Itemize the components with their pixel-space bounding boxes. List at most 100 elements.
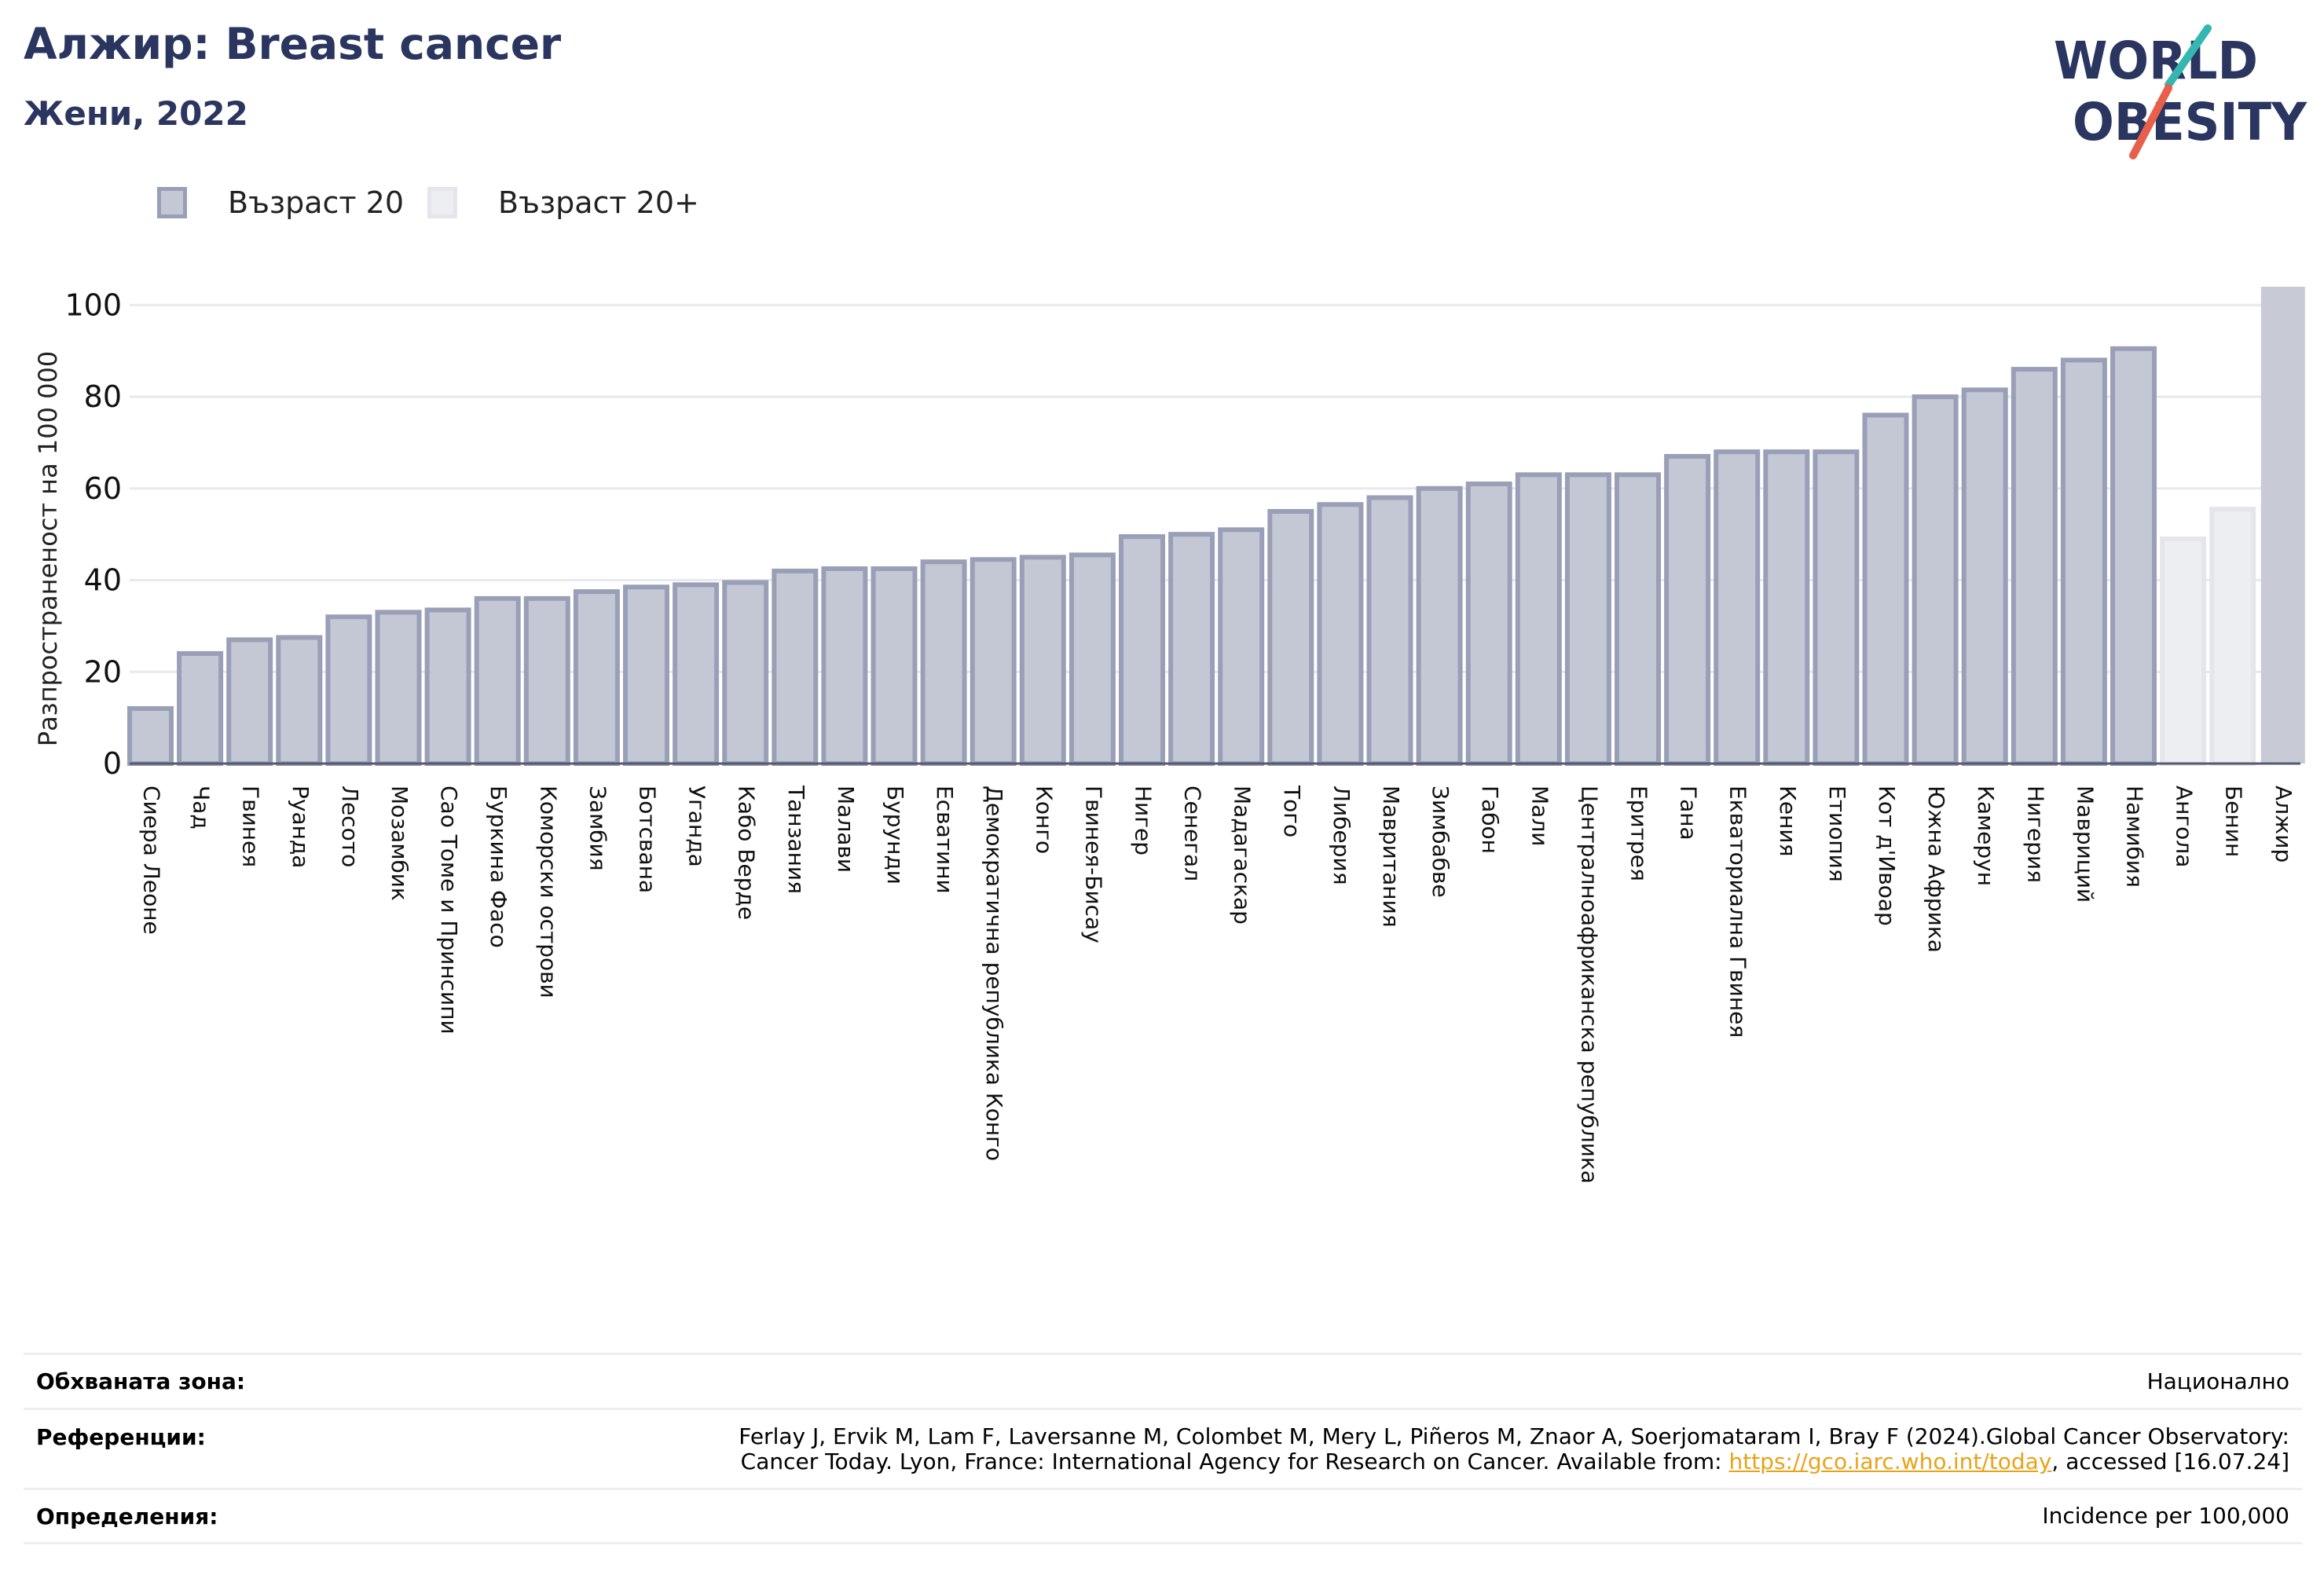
bar[interactable] xyxy=(1267,508,1314,766)
legend-item-age-20[interactable]: Възраст 20 xyxy=(157,185,404,220)
footer-label: Обхваната зона: xyxy=(36,1368,246,1394)
bar[interactable] xyxy=(871,566,918,767)
x-tick-label: Гана xyxy=(1676,786,1702,841)
x-tick-label: Еритрея xyxy=(1626,786,1652,881)
bar[interactable] xyxy=(1069,552,1116,766)
x-tick-label: Камерун xyxy=(1973,786,1999,886)
bar[interactable] xyxy=(474,595,521,767)
x-tick-label: Мавриций xyxy=(2072,786,2098,903)
bar[interactable] xyxy=(523,595,570,767)
legend-label: Възраст 20 xyxy=(228,185,404,220)
bar[interactable] xyxy=(1664,453,1711,766)
bar[interactable] xyxy=(2209,507,2256,767)
reference-line-2: Cancer Today. Lyon, France: Internationa… xyxy=(739,1449,2289,1474)
x-tick-label: Намибия xyxy=(2122,786,2148,888)
x-tick-label: Ботсвана xyxy=(635,786,661,893)
bar[interactable] xyxy=(821,566,868,767)
reference-line-1: Ferlay J, Ervik M, Lam F, Laversanne M, … xyxy=(739,1423,2289,1449)
bar[interactable] xyxy=(2260,287,2305,764)
bar[interactable] xyxy=(970,557,1017,766)
y-axis: 0 20 40 60 80 100 xyxy=(64,288,122,781)
x-tick-label: Нигер xyxy=(1131,786,1157,855)
x-tick-label: Конго xyxy=(1031,786,1057,854)
reference-text: Cancer Today. Lyon, France: Internationa… xyxy=(740,1449,1729,1474)
x-tick-label: Руанда xyxy=(288,786,313,868)
bar[interactable] xyxy=(1515,472,1562,767)
bar[interactable] xyxy=(1961,387,2008,766)
y-tick-label: 0 xyxy=(103,746,122,781)
x-tick-label: Етиопия xyxy=(1824,786,1850,882)
bar[interactable] xyxy=(772,568,819,766)
bar[interactable] xyxy=(2110,346,2157,766)
x-tick-label: Мали xyxy=(1527,786,1552,846)
bar[interactable] xyxy=(375,610,422,766)
bar[interactable] xyxy=(1119,534,1165,767)
y-tick-label: 20 xyxy=(84,654,122,689)
bar[interactable] xyxy=(276,635,323,766)
footer-row-references: Референции: Ferlay J, Ervik M, Lam F, La… xyxy=(24,1408,2302,1488)
x-tick-label: Буркина Фасо xyxy=(486,786,511,948)
x-tick-label: Кения xyxy=(1775,786,1801,856)
x-tick-label: Малави xyxy=(833,786,859,873)
legend-item-age-20-plus[interactable]: Възраст 20+ xyxy=(427,185,699,220)
bar[interactable] xyxy=(1813,449,1860,766)
bar[interactable] xyxy=(177,650,224,767)
bar[interactable] xyxy=(325,614,372,766)
x-tick-label: Сао Томе и Принсипи xyxy=(436,786,462,1035)
bar[interactable] xyxy=(1714,449,1761,766)
x-tick-label: Уганда xyxy=(684,786,710,867)
x-tick-label: Чад xyxy=(189,786,214,830)
x-tick-label: Южна Африка xyxy=(1923,786,1949,953)
world-obesity-logo: WORLD OBESITY xyxy=(2054,24,2308,159)
bar[interactable] xyxy=(226,637,273,766)
bar[interactable] xyxy=(722,580,769,766)
bar[interactable] xyxy=(1168,532,1215,767)
bar[interactable] xyxy=(1218,527,1265,766)
logo-slash-coral xyxy=(2129,84,2172,159)
footer-label: Определения: xyxy=(36,1503,218,1529)
bar[interactable] xyxy=(424,607,471,766)
reference-link[interactable]: https://gco.iarc.who.int/today xyxy=(1728,1449,2052,1474)
chart-bars xyxy=(127,287,2305,767)
y-tick-label: 80 xyxy=(84,379,122,414)
bar[interactable] xyxy=(1912,394,1959,766)
chart-subtitle: Жени, 2022 xyxy=(24,94,248,133)
y-tick-label: 60 xyxy=(84,471,122,506)
x-tick-label: Того xyxy=(1279,785,1305,837)
bar[interactable] xyxy=(1465,481,1512,766)
bar[interactable] xyxy=(127,705,174,767)
x-tick-label: Нигерия xyxy=(2022,786,2048,883)
bar[interactable] xyxy=(1416,485,1463,766)
bar[interactable] xyxy=(1615,472,1661,767)
x-tick-label: Лесото xyxy=(337,786,363,867)
x-tick-label: Гвинея-Бисау xyxy=(1080,786,1106,943)
bar[interactable] xyxy=(2160,537,2207,767)
logo-slash-teal xyxy=(2165,24,2212,89)
x-tick-label: Демократична република Конго xyxy=(981,786,1007,1161)
y-axis-label: Разпространеност на 100 000 xyxy=(33,351,63,746)
x-axis-labels: Сиера Леоне Чад Гвинея Руанда Лесото Мозамбик… xyxy=(139,785,2297,1184)
x-tick-label: Кабо Верде xyxy=(734,786,760,920)
reference-text-end: , accessed [16.07.24] xyxy=(2051,1449,2289,1474)
bar[interactable] xyxy=(673,582,720,766)
footer-value: Ferlay J, Ervik M, Lam F, Laversanne M, … xyxy=(739,1424,2289,1488)
x-tick-label: Мадагаскар xyxy=(1230,786,1255,925)
y-tick-label: 40 xyxy=(84,563,122,598)
bar[interactable] xyxy=(920,559,967,766)
x-tick-label: Екваториална Гвинея xyxy=(1725,786,1751,1038)
bar[interactable] xyxy=(623,584,669,766)
x-tick-label: Кот д'Ивоар xyxy=(1874,786,1900,926)
x-tick-label: Замбия xyxy=(585,786,610,871)
chart-title: Алжир: Breast cancer xyxy=(24,19,562,69)
bar[interactable] xyxy=(1366,495,1413,766)
bar[interactable] xyxy=(1019,555,1066,766)
bar[interactable] xyxy=(1862,412,1909,767)
bar[interactable] xyxy=(1317,502,1364,767)
bar[interactable] xyxy=(573,589,620,767)
bar[interactable] xyxy=(2011,367,2058,766)
x-tick-label: Коморски острови xyxy=(535,786,561,998)
bar[interactable] xyxy=(1763,449,1810,766)
bar[interactable] xyxy=(1564,472,1611,767)
bar[interactable] xyxy=(2060,357,2107,766)
footer-table: Обхваната зона: Национално Референции: F… xyxy=(24,1353,2302,1544)
